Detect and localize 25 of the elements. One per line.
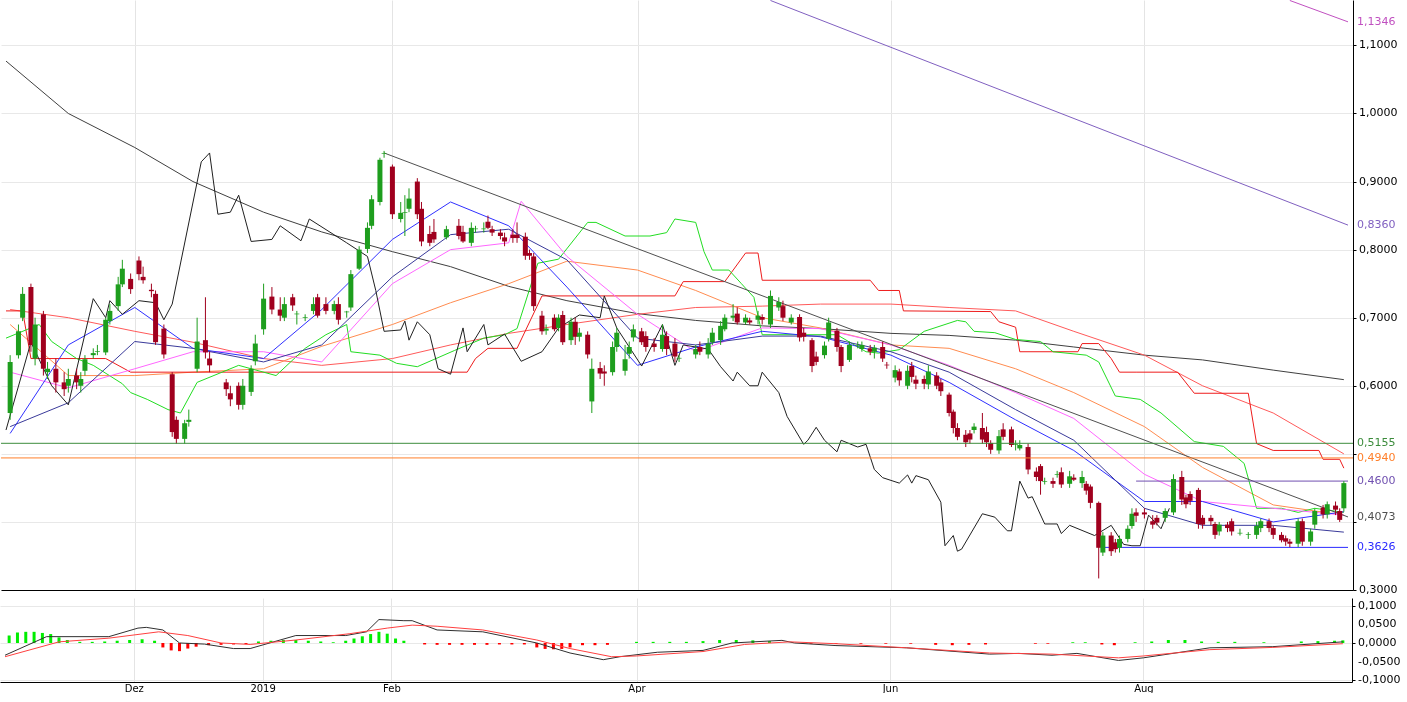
y-tick-label: 0,3000	[1359, 583, 1398, 596]
ref-line-label: 0,5155	[1357, 436, 1396, 450]
data-label: 0,3626	[1357, 540, 1396, 554]
y-tick-label: 0,1000	[1358, 598, 1397, 612]
x-tick-label: Apr	[628, 682, 647, 694]
data-label: 0,4600	[1357, 474, 1396, 488]
y-tick-label: 0,0000	[1358, 635, 1397, 649]
data-label: 0,8360	[1357, 218, 1396, 232]
data-label: 1,1346	[1357, 14, 1396, 28]
x-tick-label: Jun	[881, 682, 899, 694]
y-tick-label: 0,6000	[1359, 378, 1398, 392]
x-tick-label: Aug	[1134, 682, 1154, 694]
x-tick-label: 2019	[250, 682, 276, 694]
y-tick-label: 0,0500	[1358, 617, 1397, 631]
y-tick-label: 0,8000	[1359, 242, 1398, 256]
y-tick-label: 1,0000	[1359, 106, 1398, 120]
x-tick-label: Feb	[383, 682, 401, 694]
ref-line-label: 0,4940	[1357, 450, 1396, 464]
y-tick-label: 1,1000	[1359, 38, 1398, 52]
y-tick-label: -0,1000	[1358, 673, 1401, 687]
y-tick-label: 0,7000	[1359, 310, 1398, 324]
y-tick-label: 0,9000	[1359, 174, 1398, 188]
x-tick-label: Dez	[124, 682, 144, 694]
y-tick-label: -0,0500	[1358, 654, 1401, 668]
data-label: 0,4073	[1357, 509, 1396, 523]
